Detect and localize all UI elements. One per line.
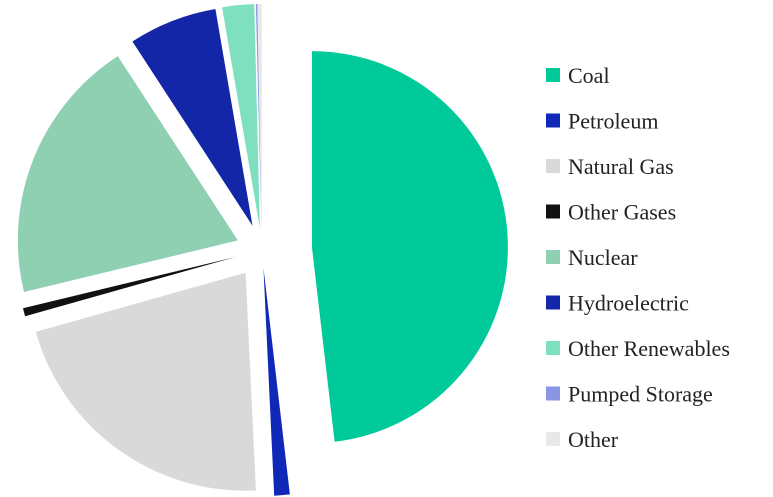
- pie-slice-natural-gas: [35, 272, 256, 491]
- pie-slices: [17, 4, 508, 496]
- legend-swatch-hydroelectric: [546, 295, 560, 310]
- legend-swatch-nuclear: [546, 250, 560, 264]
- pie-slice-pumped-storage: [255, 4, 262, 233]
- legend-swatch-other-renewables: [546, 341, 560, 355]
- legend-label-petroleum: Petroleum: [568, 109, 658, 134]
- pie-slice-nuclear: [17, 56, 238, 293]
- legend-swatch-other-gases: [546, 204, 560, 219]
- pie-slice-other: [257, 4, 262, 233]
- legend-label-other: Other: [568, 427, 619, 452]
- legend: Coal Petroleum Natural Gas Other Gases Nucle…: [546, 63, 730, 452]
- pie-slice-petroleum: [263, 267, 290, 496]
- pie-slice-coal: [311, 51, 508, 442]
- legend-swatch-natural-gas: [546, 159, 560, 173]
- legend-label-natural-gas: Natural Gas: [568, 154, 674, 179]
- legend-label-coal: Coal: [568, 63, 610, 88]
- legend-label-pumped-storage: Pumped Storage: [568, 382, 713, 407]
- legend-label-hydroelectric: Hydroelectric: [568, 291, 689, 316]
- pie-slice-hydroelectric: [132, 8, 253, 226]
- legend-swatch-coal: [546, 68, 560, 82]
- legend-swatch-petroleum: [546, 113, 560, 128]
- legend-label-nuclear: Nuclear: [568, 245, 638, 270]
- legend-swatch-pumped-storage: [546, 386, 560, 401]
- legend-label-other-gases: Other Gases: [568, 200, 676, 225]
- pie-slice-other-renewables: [222, 4, 260, 229]
- legend-swatch-other: [546, 432, 560, 446]
- pie-slice-other-gases: [23, 257, 235, 317]
- legend-label-other-renewables: Other Renewables: [568, 336, 730, 361]
